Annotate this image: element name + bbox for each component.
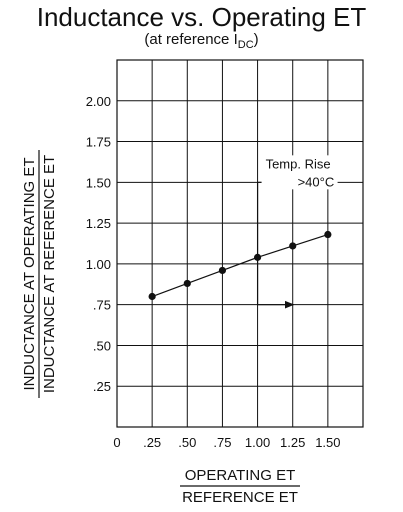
subtitle-subscript: DC [237,39,254,51]
x-tick-labels: 0 .25 .50 .75 1.00 1.25 1.50 [113,435,340,450]
y-tick-label: 2.00 [86,94,111,109]
y-tick-label: .50 [93,338,111,353]
annotation-label-background [261,155,338,190]
y-axis-label: INDUCTANCE AT OPERATING ET INDUCTANCE AT… [21,150,58,398]
y-tick-label: .75 [93,298,111,313]
y-tick-label: 1.00 [86,257,111,272]
x-tick-label: .25 [143,435,161,450]
x-axis-label-denominator: REFERENCE ET [182,489,298,506]
y-tick-label: .25 [93,379,111,394]
subtitle-suffix: ) [253,31,259,48]
annotation-line-2: >40°C [298,174,335,189]
y-axis-label-numerator: INDUCTANCE AT OPERATING ET [21,157,38,390]
x-tick-label: 1.50 [315,435,340,450]
subtitle-prefix: (at reference I [144,31,238,48]
x-axis-label-numerator: OPERATING ET [185,467,296,484]
data-point [183,279,191,288]
annotation-line-1: Temp. Rise [266,156,331,171]
x-axis-label: OPERATING ET REFERENCE ET [180,467,300,506]
chart-title: Inductance vs. Operating ET [36,2,367,32]
data-points [148,230,332,301]
y-tick-label: 1.75 [86,135,111,150]
x-tick-label: 1.00 [245,435,270,450]
chart-subtitle: (at reference IDC) [0,31,403,54]
data-point [148,292,156,301]
y-tick-labels: .25 .50 .75 1.00 1.25 1.50 1.75 2.00 [86,94,111,394]
y-tick-label: 1.50 [86,175,111,190]
x-tick-label: .50 [178,435,196,450]
y-tick-label: 1.25 [86,216,111,231]
data-point [324,230,332,239]
y-axis-label-denominator: INDUCTANCE AT REFERENCE ET [41,155,58,393]
x-tick-label: .75 [213,435,231,450]
temp-rise-annotation: Temp. Rise >40°C [256,155,338,309]
data-point [289,242,297,250]
data-point [218,266,227,275]
x-tick-label: 0 [113,435,120,450]
data-point [253,253,262,261]
series-line [151,233,329,298]
plot-frame [116,59,364,428]
x-tick-label: 1.25 [280,435,305,450]
grid-lines [117,60,363,427]
